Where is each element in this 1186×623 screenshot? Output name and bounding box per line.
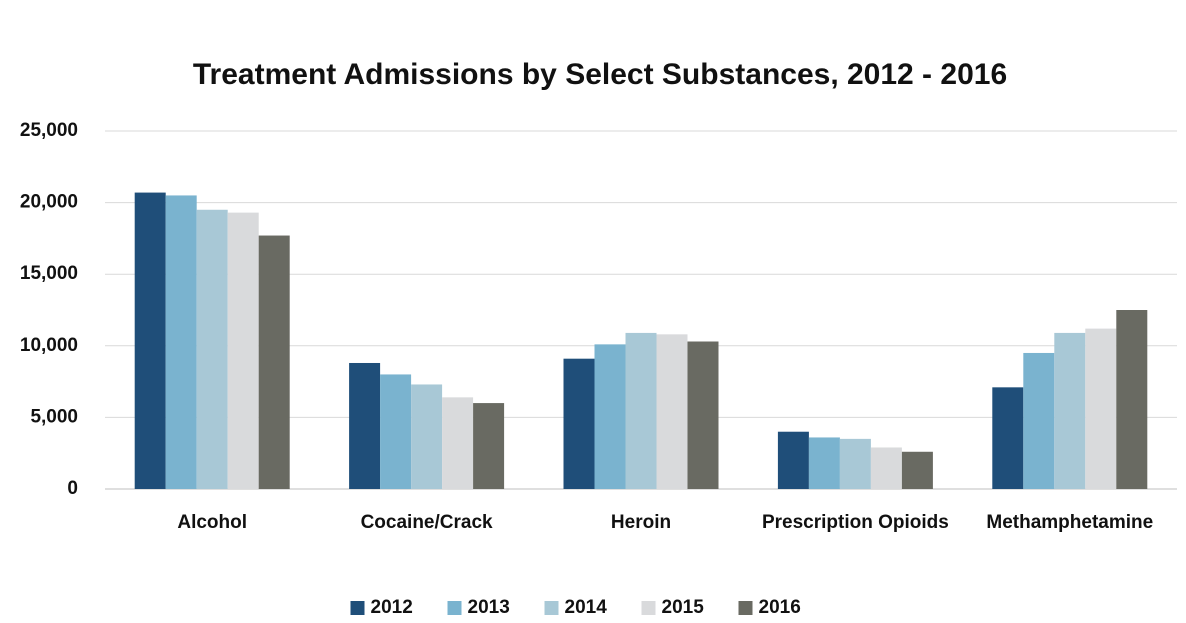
bar [442,397,474,489]
y-tick-label: 20,000 [20,192,78,213]
bar [258,235,290,489]
chart-title: Treatment Admissions by Select Substance… [193,58,1007,91]
legend-swatch [447,601,462,615]
bar [349,362,381,489]
bar [625,332,657,489]
x-tick-label: Alcohol [177,512,248,533]
bar [411,384,443,489]
y-tick-label: 15,000 [20,263,78,284]
bar [165,195,197,489]
legend-label: 2014 [565,597,608,618]
bar [901,451,933,489]
legend-swatch [641,601,656,615]
bar [1085,328,1117,489]
legend-label: 2016 [759,597,801,618]
bar [1023,352,1055,489]
legend-swatch [738,601,753,615]
bar [656,334,688,489]
bar [473,403,505,489]
bar [227,212,259,489]
legend-label: 2012 [371,597,413,618]
bar [594,344,626,489]
bar [196,209,228,489]
x-tick-label: Cocaine/Crack [360,512,493,533]
bar [839,438,871,489]
bar [870,447,902,489]
bar [1054,332,1086,489]
bar [808,437,840,489]
x-tick-label: Methamphetamine [986,512,1154,533]
bar [992,387,1024,489]
y-tick-label: 10,000 [20,335,78,356]
bar [687,341,719,489]
bar [563,358,595,489]
y-tick-label: 0 [67,478,78,499]
legend-label: 2015 [662,597,705,618]
x-tick-label: Heroin [610,512,672,533]
bar [134,192,166,490]
legend-swatch [350,601,365,615]
bar [380,374,412,489]
bar [777,431,809,489]
y-tick-label: 5,000 [30,406,78,427]
legend-swatch [544,601,559,615]
y-tick-label: 25,000 [20,120,78,141]
legend-label: 2013 [468,597,510,618]
bar [1116,310,1148,489]
x-tick-label: Prescription Opioids [761,512,949,533]
